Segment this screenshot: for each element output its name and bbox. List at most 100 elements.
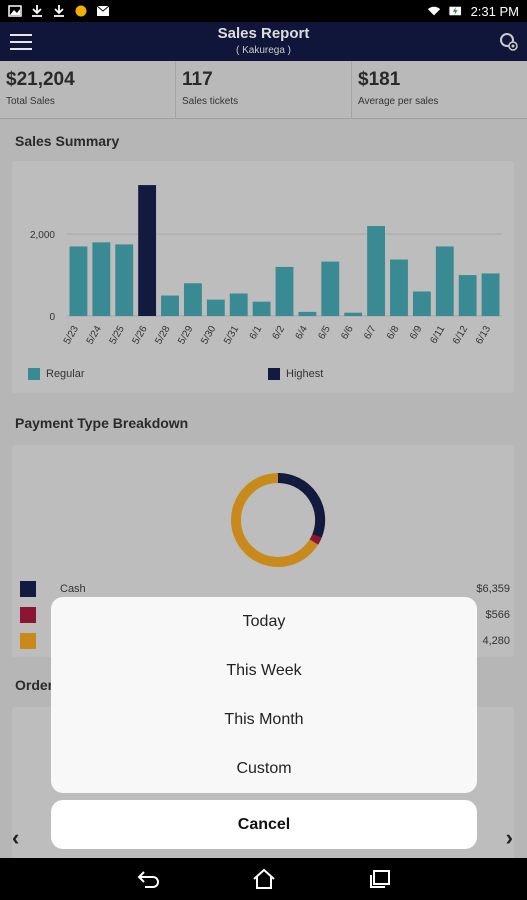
- x-tick-label: 5/26: [130, 324, 149, 347]
- legend-highest-label: Highest: [286, 368, 324, 380]
- bar-6-9: [412, 291, 431, 316]
- store-settings-icon[interactable]: [499, 32, 519, 52]
- bar-5-25: [115, 244, 134, 316]
- sales-bar-chart: 0 2,000 5/23 5/24 5/25 5/26 5/28 5/29 5/30 5/31 6/…: [30, 185, 502, 347]
- payment-row-cash: Cash $6,359: [20, 581, 510, 599]
- bar-6-8: [390, 259, 408, 316]
- option-this-month[interactable]: This Month: [224, 710, 304, 728]
- x-tick-label: 5/28: [153, 324, 172, 347]
- payment-donut-chart: [231, 472, 326, 567]
- donut-cash-segment: [277, 472, 326, 538]
- bar-5-23: [69, 246, 88, 316]
- payment-breakdown-title: Payment Type Breakdown: [15, 415, 189, 431]
- sales-summary-title: Sales Summary: [15, 133, 120, 149]
- x-tick-label: 6/9: [408, 324, 425, 342]
- donut-other-segment: [309, 534, 322, 545]
- status-bar: 2:31 PM: [0, 0, 527, 22]
- stat-label: Average per sales: [358, 96, 439, 107]
- bar-6-11: [435, 246, 454, 316]
- app-header: Sales Report ( Kakurega ): [0, 22, 527, 61]
- stats-row: $21,204 Total Sales 117 Sales tickets $1…: [0, 61, 527, 119]
- stat-label: Total Sales: [6, 96, 55, 107]
- payment-amount: $566: [485, 609, 510, 621]
- y-tick-label: 2,000: [30, 230, 55, 241]
- previous-arrow-icon[interactable]: ‹: [12, 825, 20, 850]
- bar-6-2: [275, 266, 294, 316]
- regular-swatch: [28, 368, 40, 380]
- bar-6-5: [321, 261, 340, 316]
- x-tick-label: 6/11: [428, 324, 447, 346]
- payment-name: Cash: [60, 583, 86, 595]
- bar-6-12: [458, 275, 477, 316]
- cancel-button[interactable]: Cancel: [51, 800, 477, 849]
- payment-swatch: [20, 607, 36, 623]
- x-tick-label: 6/2: [271, 324, 288, 342]
- bar-5-29: [183, 283, 202, 316]
- x-tick-label: 5/24: [85, 324, 104, 347]
- bar-5-31: [229, 293, 248, 316]
- payment-row-3: 4,280: [20, 633, 510, 651]
- date-range-sheet: Today This Week This Month Custom: [51, 597, 477, 793]
- payment-swatch: [20, 633, 36, 649]
- back-icon[interactable]: [135, 868, 161, 890]
- mail-icon: [96, 5, 110, 16]
- x-tick-label: 6/7: [362, 324, 379, 342]
- stat-value: 117: [182, 69, 213, 90]
- recents-icon[interactable]: [367, 868, 393, 890]
- stat-sales-tickets: 117 Sales tickets: [176, 61, 352, 118]
- image-icon: [8, 5, 22, 17]
- bar-5-30: [206, 299, 225, 316]
- store-name: ( Kakurega ): [235, 45, 292, 56]
- payment-amount: 4,280: [482, 635, 510, 647]
- legend-highest: Highest: [268, 368, 323, 380]
- option-custom[interactable]: Custom: [236, 759, 292, 777]
- wifi-icon: [427, 6, 440, 16]
- bar-6-7: [367, 226, 386, 316]
- x-tick-label: 5/30: [199, 324, 218, 347]
- y-tick-label: 0: [49, 312, 55, 323]
- bar-5-24: [92, 242, 111, 316]
- option-today[interactable]: Today: [242, 612, 286, 630]
- x-tick-label: 5/29: [176, 324, 195, 347]
- bar-5-28: [161, 295, 179, 316]
- status-time: 2:31 PM: [470, 3, 519, 19]
- payment-row-2: $566: [20, 607, 510, 625]
- bar-6-4: [298, 311, 317, 316]
- cash-swatch: [20, 581, 36, 597]
- x-tick-label: 6/5: [316, 324, 333, 342]
- home-icon[interactable]: [251, 868, 277, 890]
- orders-title: Order: [15, 677, 54, 693]
- x-tick-label: 5/31: [222, 324, 241, 347]
- x-tick-label: 5/25: [108, 324, 127, 347]
- x-tick-label: 6/13: [474, 324, 493, 347]
- x-tick-label: 6/6: [339, 324, 356, 342]
- notification-icon: [75, 5, 87, 17]
- system-nav-bar: [0, 858, 527, 900]
- download-icon: [54, 5, 64, 17]
- battery-charging-icon: [448, 6, 461, 16]
- hamburger-menu-icon[interactable]: [10, 34, 32, 50]
- stat-average: $181 Average per sales: [352, 61, 527, 118]
- stat-value: $21,204: [6, 69, 75, 90]
- option-this-week[interactable]: This Week: [226, 661, 302, 679]
- page-title: Sales Report: [217, 25, 310, 42]
- x-tick-label: 5/23: [62, 324, 81, 347]
- highest-swatch: [268, 368, 280, 380]
- bar-6-6: [344, 312, 363, 316]
- x-tick-label: 6/12: [451, 324, 470, 347]
- stat-value: $181: [358, 69, 401, 90]
- legend-regular-label: Regular: [46, 368, 85, 380]
- bar-6-1: [252, 301, 271, 316]
- stat-total-sales: $21,204 Total Sales: [0, 61, 176, 118]
- x-tick-label: 6/8: [385, 324, 402, 342]
- payment-amount: $6,359: [476, 583, 510, 595]
- bar-6-13: [481, 273, 500, 316]
- x-tick-label: 6/1: [248, 324, 265, 342]
- download-icon: [32, 5, 42, 17]
- stat-label: Sales tickets: [182, 96, 239, 107]
- sales-chart-card: 0 2,000 5/23 5/24 5/25 5/26 5/28 5/29 5/30 5/31 6/…: [12, 161, 514, 393]
- x-tick-label: 6/4: [294, 324, 311, 342]
- next-arrow-icon[interactable]: ›: [505, 825, 513, 850]
- bar-5-26: [138, 185, 157, 316]
- legend-regular: Regular: [28, 368, 85, 380]
